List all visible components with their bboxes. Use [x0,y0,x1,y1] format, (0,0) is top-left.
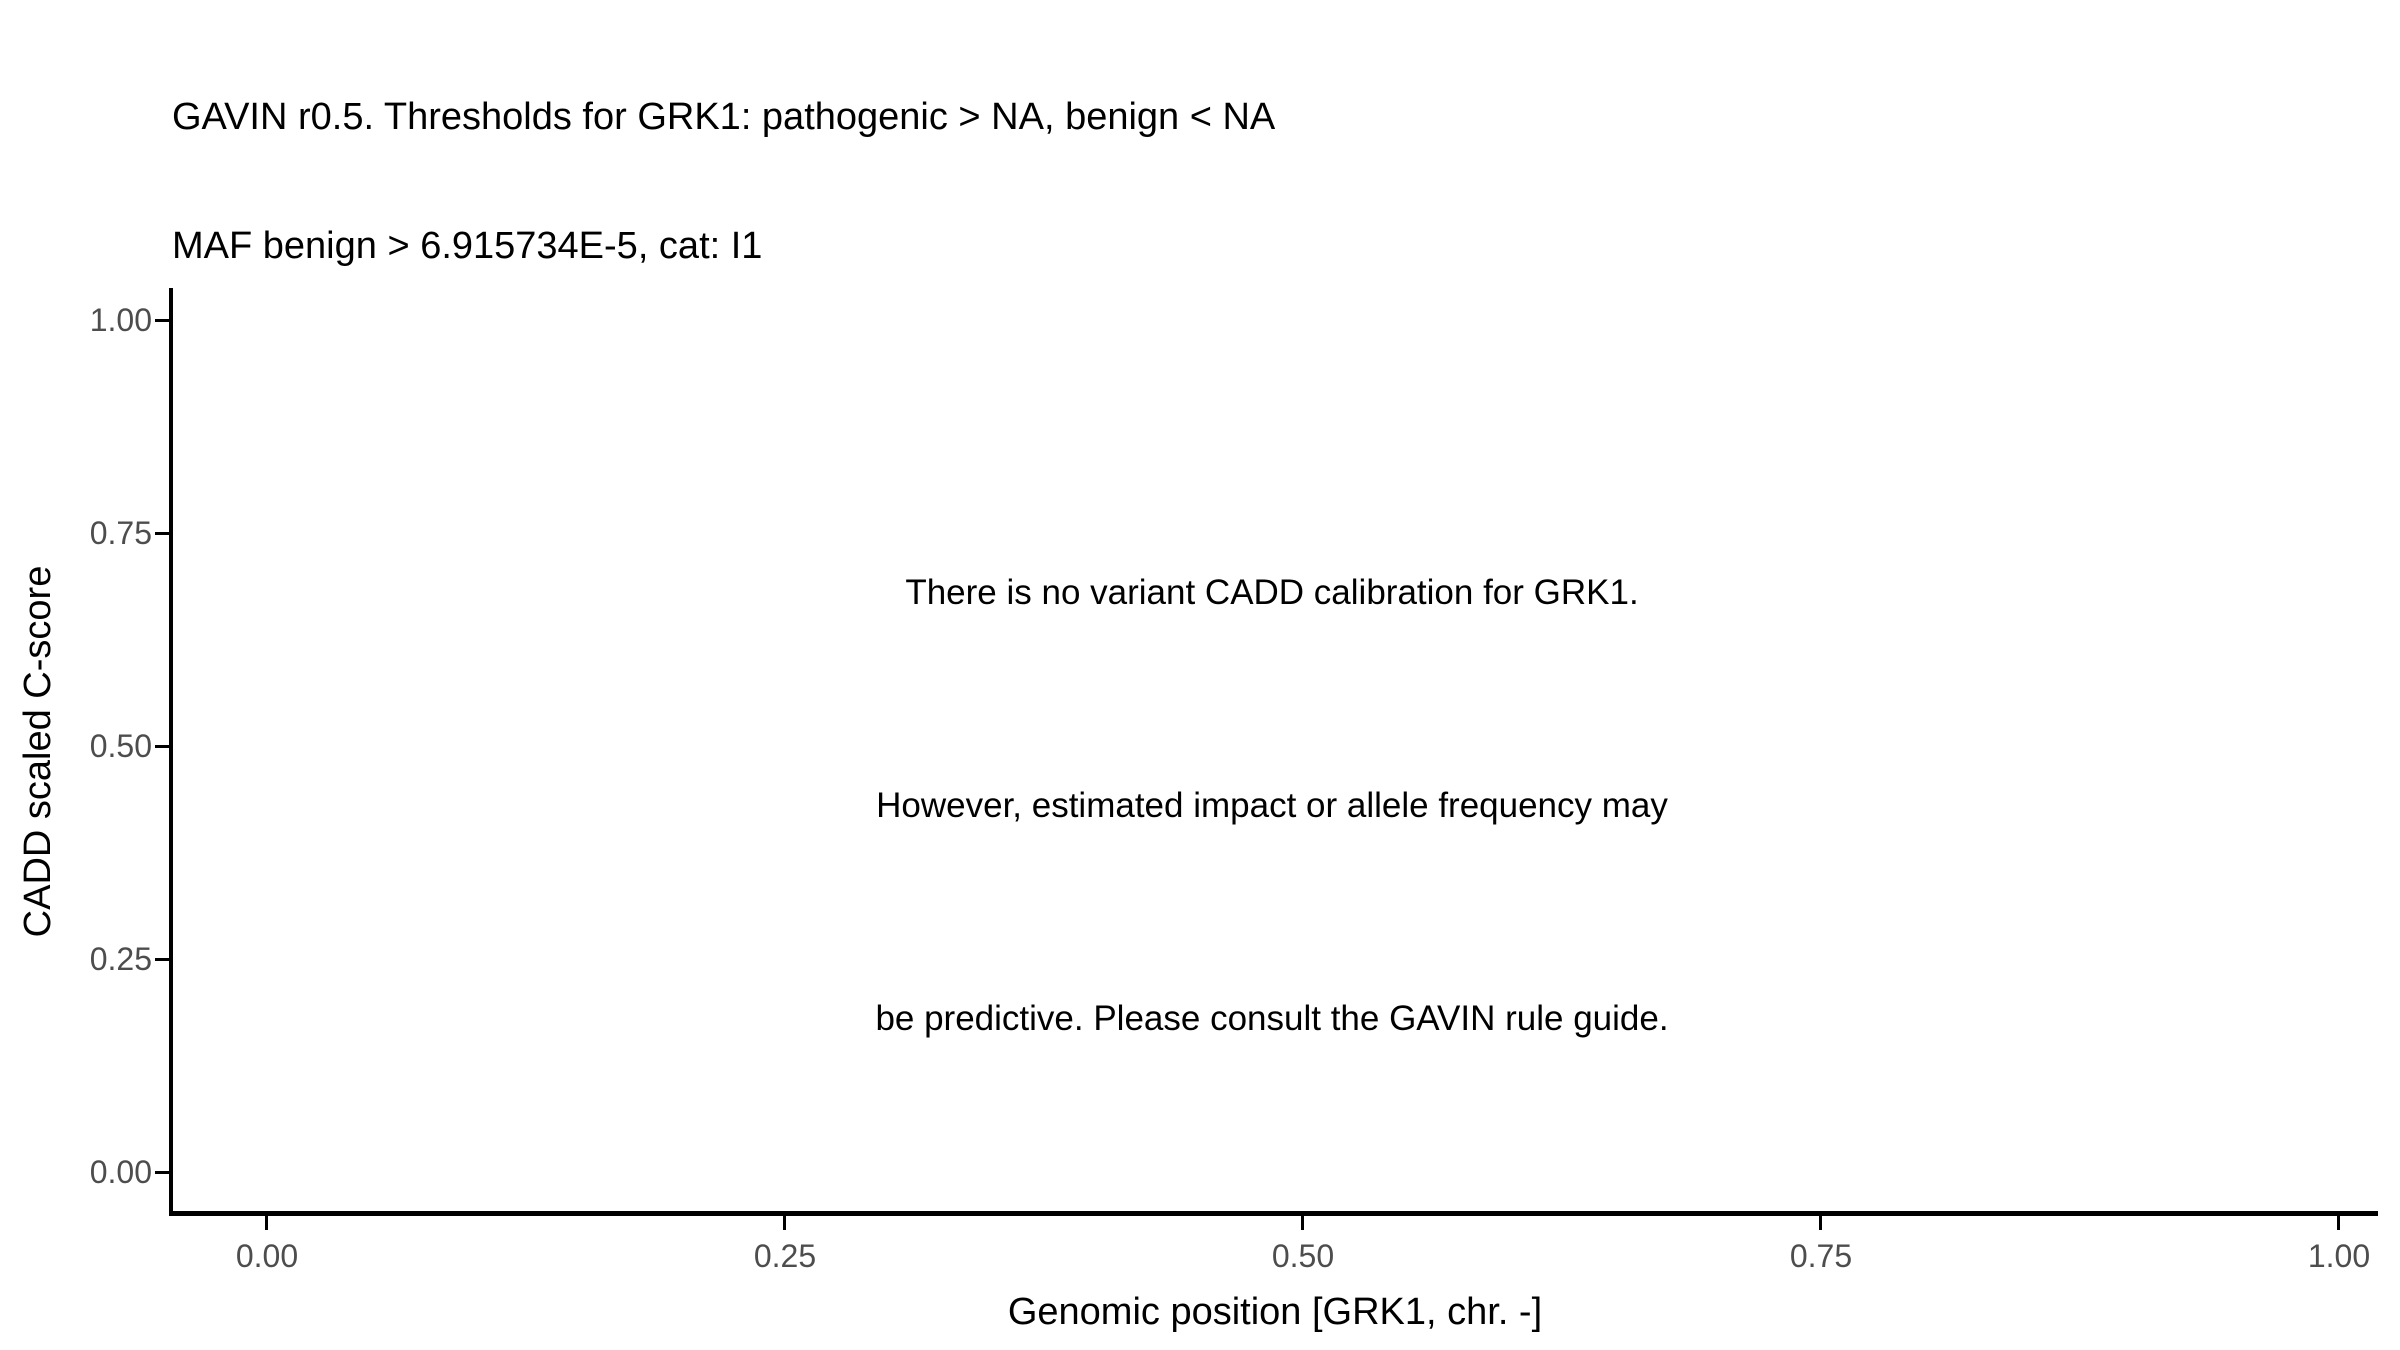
y-axis-line [169,288,173,1216]
chart-title-line-2: MAF benign > 6.915734E-5, cat: I1 [172,225,763,267]
y-tick-label-0.25: 0.25 [89,941,152,977]
x-tick-label-0.00: 0.00 [235,1238,299,1274]
x-tick-label-0.50: 0.50 [1271,1238,1335,1274]
y-tick-mark-0.00 [155,1171,169,1174]
y-tick-mark-0.25 [155,958,169,961]
chart-title-line-1: GAVIN r0.5. Thresholds for GRK1: pathoge… [172,96,1276,138]
x-tick-mark-0.50 [1301,1216,1304,1230]
x-tick-mark-1.00 [2337,1216,2340,1230]
x-tick-mark-0.75 [1819,1216,1822,1230]
x-tick-label-0.25: 0.25 [753,1238,817,1274]
y-tick-mark-0.75 [155,532,169,535]
y-tick-label-0.50: 0.50 [89,728,152,764]
x-axis-title: Genomic position [GRK1, chr. -] [1007,1291,1543,1333]
no-calibration-message-line-1: There is no variant CADD calibration for… [905,573,1639,612]
no-calibration-message: There is no variant CADD calibration for… [522,415,2022,1196]
no-calibration-message-line-3: be predictive. Please consult the GAVIN … [875,999,1669,1038]
y-axis-title: CADD scaled C-score [17,565,59,938]
x-tick-mark-0.00 [265,1216,268,1230]
y-tick-label-0.75: 0.75 [89,515,152,551]
plot-panel: There is no variant CADD calibration for… [172,290,2378,1213]
y-tick-mark-0.50 [155,745,169,748]
x-axis-line [169,1211,2378,1216]
x-tick-mark-0.25 [783,1216,786,1230]
x-tick-label-1.00: 1.00 [2307,1238,2371,1274]
x-tick-label-0.75: 0.75 [1789,1238,1853,1274]
no-calibration-message-line-2: However, estimated impact or allele freq… [876,786,1668,825]
y-tick-label-1.00: 1.00 [89,302,152,338]
y-tick-label-0.00: 0.00 [89,1154,152,1190]
y-tick-mark-1.00 [155,319,169,322]
